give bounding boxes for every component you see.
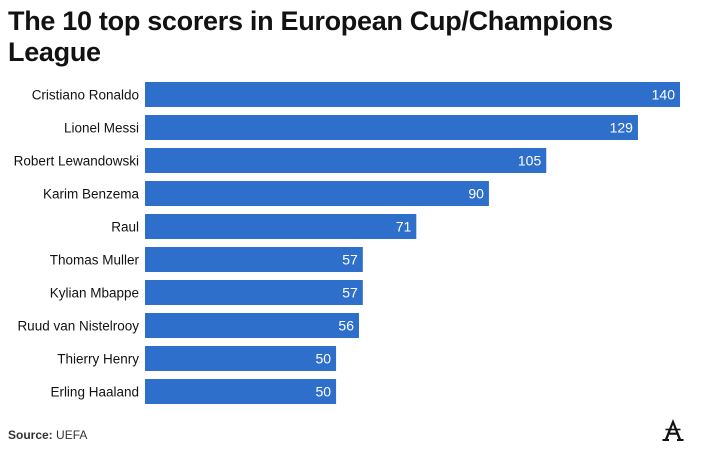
category-labels-layer: Cristiano Ronaldo Lionel Messi Robert Lewa…: [14, 88, 140, 400]
source-text: UEFA: [56, 428, 88, 442]
source-label: Source:: [8, 428, 53, 442]
category-label-erling-haaland: Erling Haaland: [50, 385, 139, 400]
bar-thomas-muller: [145, 247, 363, 272]
value-label-thomas-muller: 57: [342, 252, 358, 268]
category-label-robert-lewandowski: Robert Lewandowski: [14, 154, 139, 169]
bar-robert-lewandowski: [145, 148, 547, 173]
bar-cristiano-ronaldo: [145, 82, 680, 107]
chart-title: The 10 top scorers in European Cup/Champ…: [8, 6, 613, 67]
the-athletic-logo-icon: [662, 419, 684, 441]
value-label-ruud-van-nistelrooy: 56: [338, 318, 354, 334]
value-label-kylian-mbappe: 57: [342, 285, 358, 301]
category-label-kylian-mbappe: Kylian Mbappe: [50, 286, 139, 301]
value-label-erling-haaland: 50: [315, 384, 331, 400]
source-note: Source: UEFA: [8, 428, 87, 442]
bar-kylian-mbappe: [145, 280, 363, 305]
bars-layer: [145, 82, 680, 404]
category-label-thomas-muller: Thomas Muller: [50, 253, 140, 268]
bar-lionel-messi: [145, 115, 638, 140]
category-label-lionel-messi: Lionel Messi: [64, 121, 139, 136]
value-label-raul: 71: [396, 219, 412, 235]
bar-thierry-henry: [145, 346, 337, 371]
category-label-ruud-van-nistelrooy: Ruud van Nistelrooy: [17, 319, 139, 334]
value-label-lionel-messi: 129: [610, 120, 634, 136]
bar-karim-benzema: [145, 181, 489, 206]
bar-erling-haaland: [145, 379, 337, 404]
value-label-karim-benzema: 90: [468, 186, 484, 202]
category-label-cristiano-ronaldo: Cristiano Ronaldo: [32, 88, 139, 103]
category-label-karim-benzema: Karim Benzema: [43, 187, 140, 202]
category-label-raul: Raul: [111, 220, 139, 235]
value-label-thierry-henry: 50: [315, 351, 331, 367]
value-label-cristiano-ronaldo: 140: [652, 87, 676, 103]
value-label-robert-lewandowski: 105: [518, 153, 542, 169]
value-labels-layer: 140 129 105 90 71 57 57 56 50 50: [315, 87, 675, 400]
category-label-thierry-henry: Thierry Henry: [57, 352, 139, 367]
bar-raul: [145, 214, 417, 239]
bar-ruud-van-nistelrooy: [145, 313, 359, 338]
